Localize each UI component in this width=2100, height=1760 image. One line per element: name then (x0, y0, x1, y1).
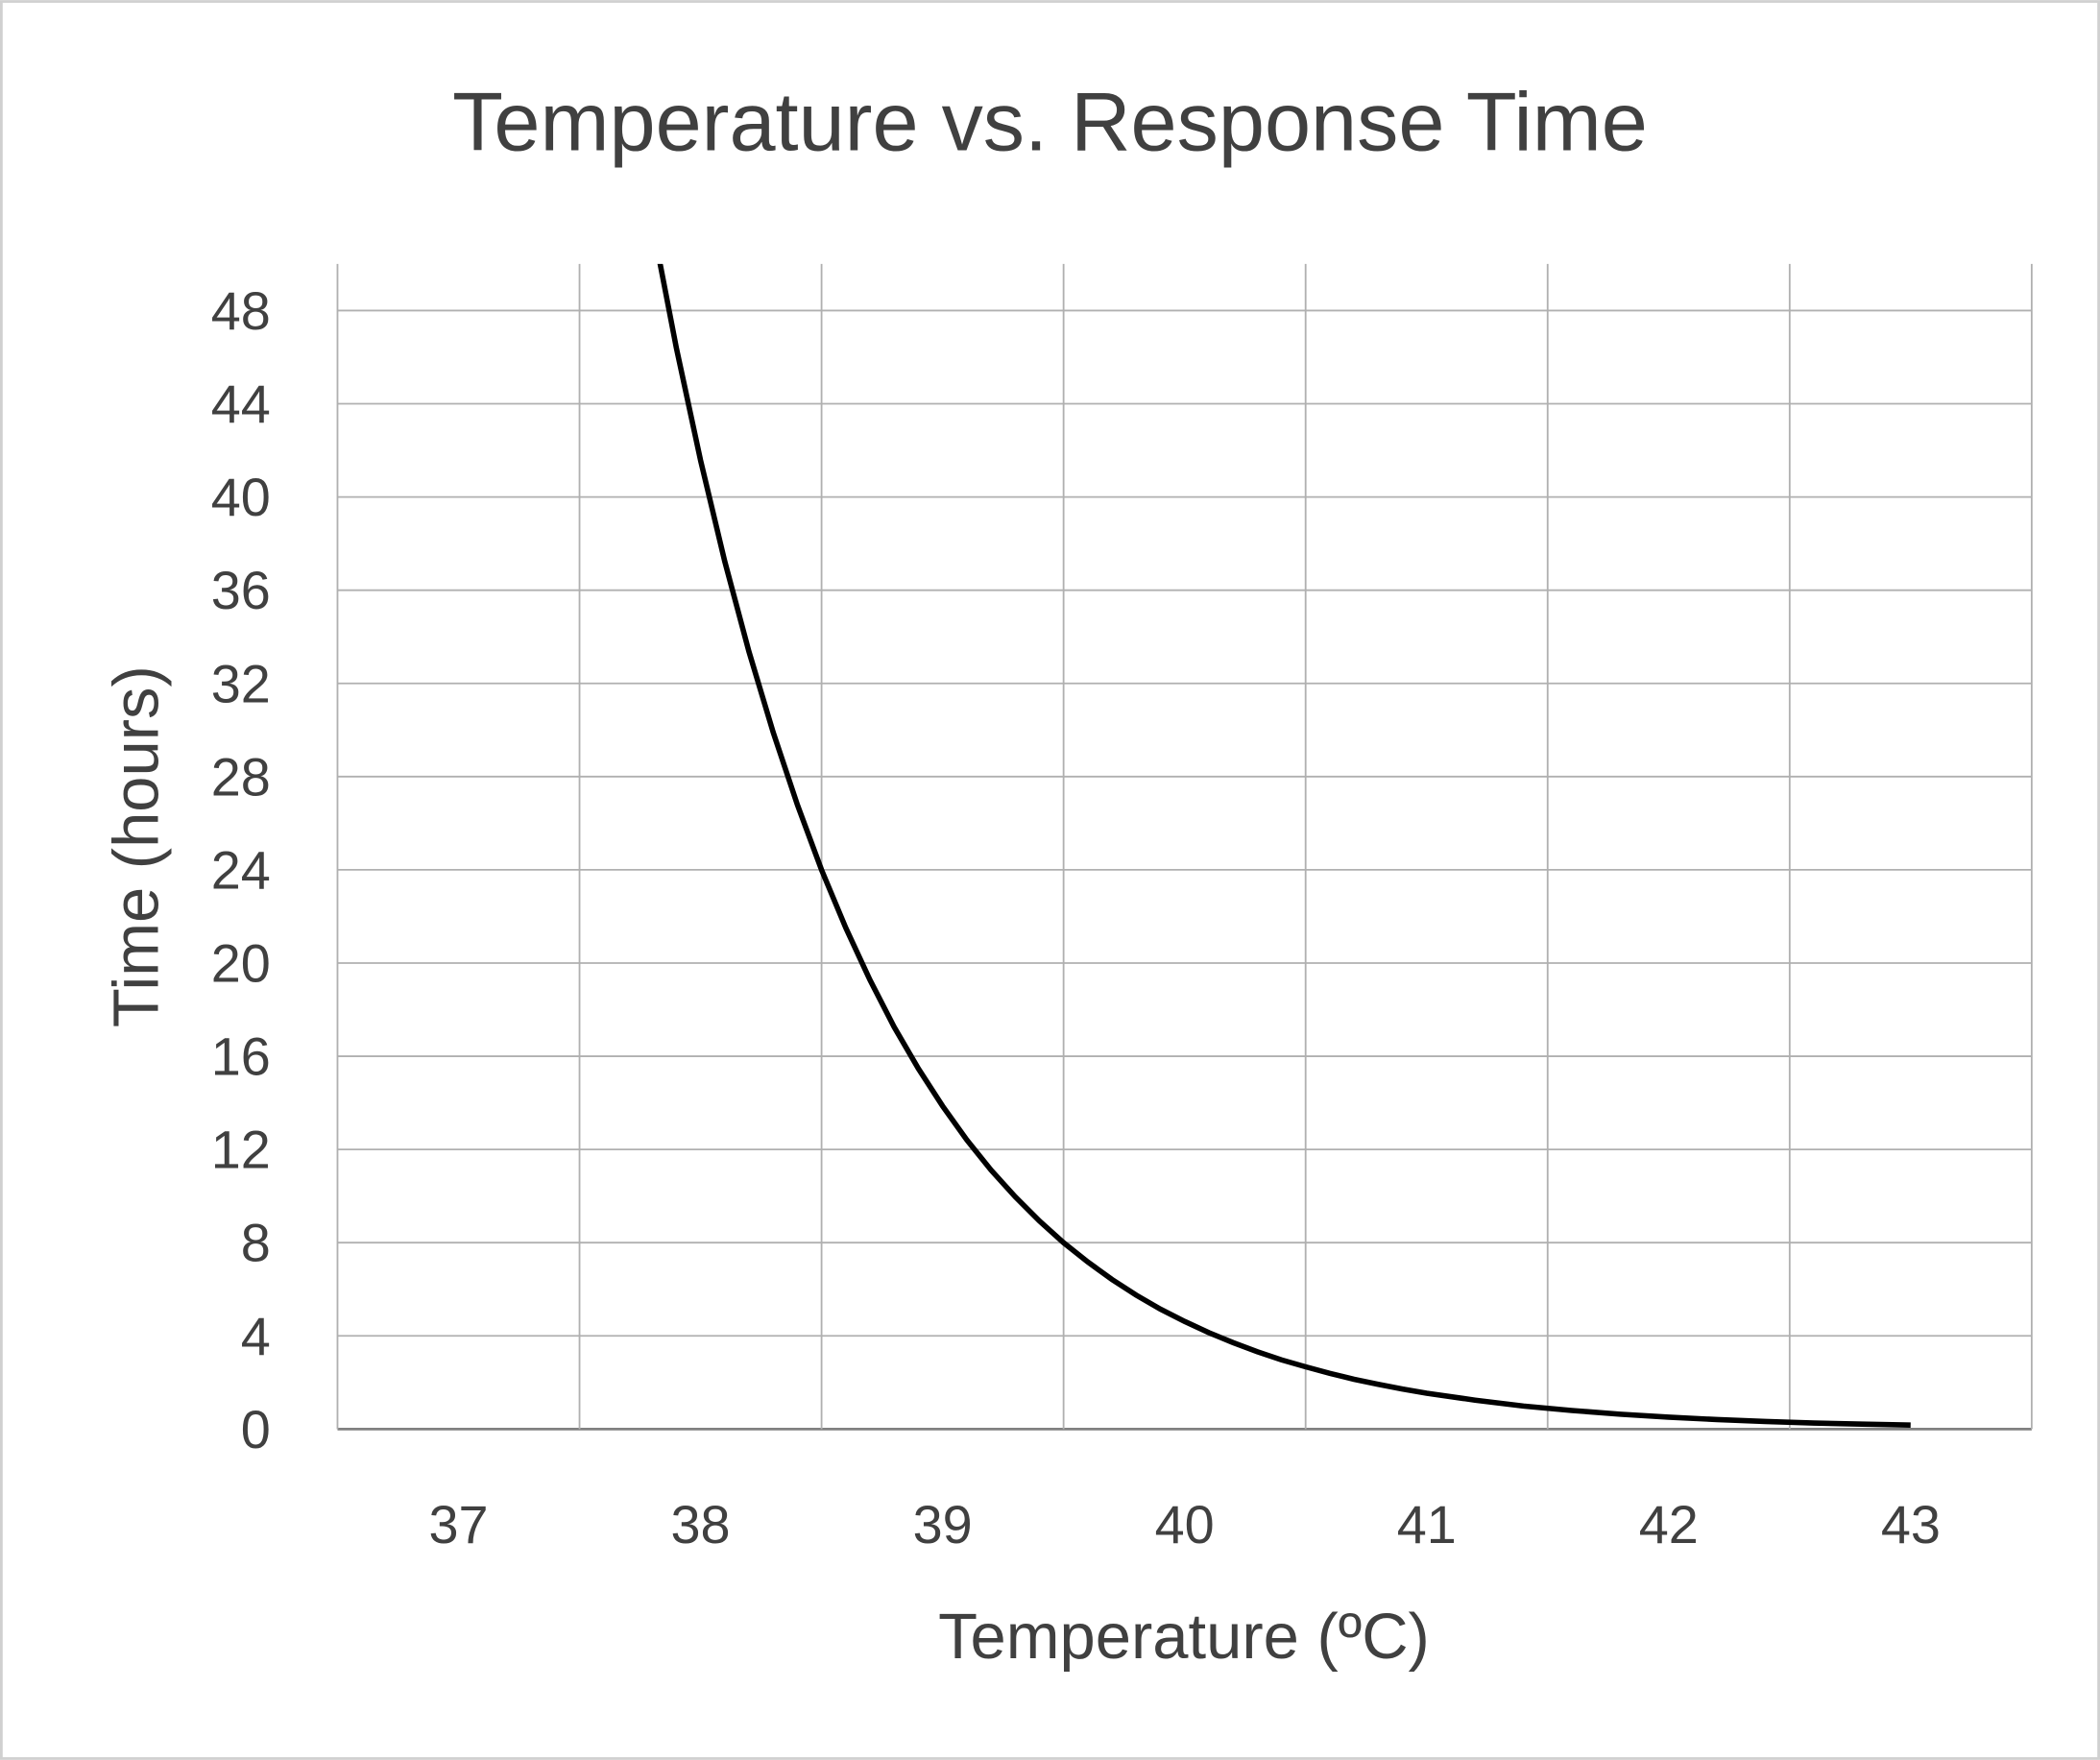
x-tick-label: 40 (1155, 1494, 1215, 1555)
x-axis-label: Temperature (ºC) (938, 1601, 1430, 1673)
chart-title: Temperature vs. Response Time (452, 76, 1648, 168)
y-tick-label: 28 (211, 746, 271, 807)
grid (336, 263, 2033, 1431)
y-tick-label: 0 (241, 1399, 271, 1459)
y-tick-label: 16 (211, 1026, 271, 1087)
series-line (657, 263, 1911, 1428)
x-tick-labels: 37 38 39 40 41 42 43 (428, 1494, 1940, 1555)
y-tick-label: 24 (211, 839, 271, 900)
x-tick-label: 38 (671, 1494, 731, 1555)
y-tick-label: 36 (211, 560, 271, 620)
y-tick-label: 44 (211, 374, 271, 434)
x-tick-label: 42 (1639, 1494, 1699, 1555)
y-tick-label: 20 (211, 933, 271, 994)
y-axis-label: Time (hours) (101, 665, 173, 1027)
y-tick-label: 4 (241, 1306, 271, 1366)
y-tick-label: 48 (211, 280, 271, 341)
x-tick-label: 43 (1881, 1494, 1941, 1555)
y-tick-label: 8 (241, 1213, 271, 1273)
x-tick-label: 41 (1397, 1494, 1457, 1555)
y-tick-label: 12 (211, 1120, 271, 1180)
y-tick-label: 32 (211, 653, 271, 713)
x-tick-label: 37 (428, 1494, 488, 1555)
x-tick-label: 39 (913, 1494, 973, 1555)
y-tick-label: 40 (211, 467, 271, 527)
